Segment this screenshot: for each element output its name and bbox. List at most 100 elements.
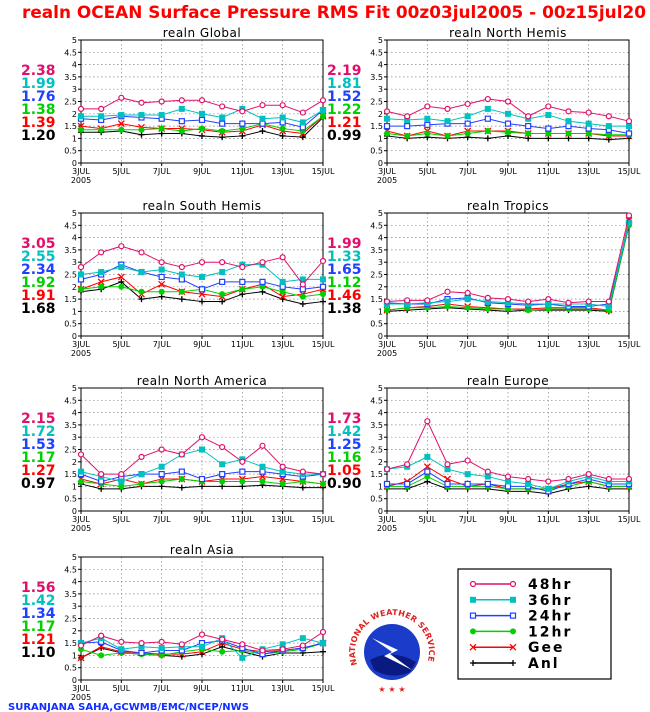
marker-36hr xyxy=(626,123,632,130)
marker-48hr xyxy=(585,109,592,116)
marker-48hr xyxy=(98,249,105,256)
x-year-label: 2005 xyxy=(71,349,91,358)
mean-value-12hr: 1.17 xyxy=(21,450,56,466)
marker-48hr xyxy=(625,118,633,125)
marker-48hr xyxy=(444,105,451,112)
series-24hr xyxy=(77,468,327,485)
marker-48hr xyxy=(219,443,226,451)
marker-12hr xyxy=(464,130,471,137)
x-tick-label: 11JUL xyxy=(231,167,254,176)
y-tick-label: 4.5 xyxy=(64,48,77,57)
legend-label: Anl xyxy=(528,656,560,672)
marker-24hr xyxy=(383,480,391,488)
x-tick-label: 5JUL xyxy=(418,340,436,349)
mean-value-24hr: 2.34 xyxy=(21,262,56,278)
marker-48hr xyxy=(424,418,431,425)
marker-24hr xyxy=(158,273,165,281)
x-tick-label: 3JUL xyxy=(72,515,90,524)
mean-value-Anl: 0.99 xyxy=(327,128,362,144)
marker-48hr xyxy=(138,99,145,106)
marker-12hr xyxy=(219,478,226,485)
marker-48hr xyxy=(198,259,206,266)
x-tick-label: 13JUL xyxy=(271,340,294,349)
x-tick-label: 13JUL xyxy=(271,167,294,176)
x-tick-label: 13JUL xyxy=(271,515,294,524)
legend-entry-36hr: 36hr xyxy=(470,593,570,609)
marker-48hr xyxy=(545,296,552,303)
y-tick-label: 4.5 xyxy=(370,396,383,405)
y-tick-label: 0.5 xyxy=(64,147,77,156)
y-tick-label: 4.5 xyxy=(64,396,77,405)
marker-48hr xyxy=(605,475,612,483)
marker-48hr xyxy=(464,457,471,464)
marker-48hr xyxy=(404,113,411,120)
marker-12hr xyxy=(525,130,532,137)
marker-36hr xyxy=(98,269,105,276)
marker-12hr xyxy=(384,130,390,137)
y-tick-label: 5 xyxy=(72,209,77,218)
marker-12hr xyxy=(525,307,532,314)
marker-36hr xyxy=(199,446,205,453)
marker-48hr xyxy=(118,243,125,250)
x-tick-label: 9JUL xyxy=(193,167,211,176)
marker-24hr xyxy=(219,471,226,478)
marker-Anl xyxy=(299,301,306,308)
marker-Anl xyxy=(199,298,205,305)
legend-box xyxy=(457,568,612,680)
y-tick-label: 5 xyxy=(72,36,77,45)
marker-24hr xyxy=(198,116,206,124)
y-tick-label: 4 xyxy=(378,234,383,243)
series-48hr xyxy=(77,94,327,116)
marker-36hr xyxy=(138,112,145,119)
x-tick-label: 5JUL xyxy=(112,340,130,349)
mean-value-Gee: 1.39 xyxy=(21,115,56,131)
marker-36hr xyxy=(178,105,185,112)
marker-36hr xyxy=(158,463,165,470)
y-tick-label: 0 xyxy=(378,507,383,516)
marker-36hr xyxy=(259,463,266,470)
y-tick-label: 0 xyxy=(72,507,77,516)
mean-value-48hr: 1.73 xyxy=(327,411,362,427)
y-tick-label: 2 xyxy=(72,627,77,636)
marker-36hr xyxy=(138,471,145,478)
marker-48hr xyxy=(383,466,391,473)
marker-Anl xyxy=(178,484,185,491)
y-tick-label: 3 xyxy=(72,602,77,611)
y-tick-label: 3 xyxy=(72,85,77,94)
marker-12hr xyxy=(178,288,185,295)
mean-value-36hr: 1.72 xyxy=(21,424,56,440)
marker-24hr xyxy=(383,122,391,130)
mean-value-48hr: 3.05 xyxy=(21,236,56,252)
y-tick-label: 1 xyxy=(378,134,383,143)
y-tick-label: 1.5 xyxy=(370,122,383,131)
marker-Gee xyxy=(509,643,517,651)
x-tick-label: 3JUL xyxy=(72,684,90,693)
marker-24hr xyxy=(178,118,185,125)
marker-48hr xyxy=(158,98,165,105)
x-year-label: 2005 xyxy=(377,176,397,185)
mean-value-36hr: 1.81 xyxy=(327,76,362,92)
marker-24hr xyxy=(279,119,286,126)
x-tick-label: 11JUL xyxy=(537,167,560,176)
marker-36hr xyxy=(404,301,411,308)
marker-24hr xyxy=(484,480,491,488)
marker-24hr xyxy=(525,122,532,130)
mean-value-12hr: 1.38 xyxy=(21,102,56,118)
marker-48hr xyxy=(504,296,512,303)
marker-36hr xyxy=(384,115,390,122)
y-tick-label: 1 xyxy=(72,307,77,316)
y-tick-label: 0.5 xyxy=(370,147,383,156)
marker-24hr xyxy=(239,468,246,475)
marker-Anl xyxy=(470,660,476,666)
marker-48hr xyxy=(299,642,306,649)
x-tick-label: 11JUL xyxy=(231,684,254,693)
marker-48hr xyxy=(138,249,145,256)
marker-48hr xyxy=(178,264,185,271)
marker-12hr xyxy=(239,478,246,485)
x-tick-label: 15JUL xyxy=(618,515,641,524)
marker-24hr xyxy=(219,278,226,285)
marker-12hr xyxy=(545,305,552,312)
x-tick-label: 13JUL xyxy=(577,340,600,349)
marker-36hr xyxy=(626,219,632,226)
marker-Gee xyxy=(117,273,125,281)
